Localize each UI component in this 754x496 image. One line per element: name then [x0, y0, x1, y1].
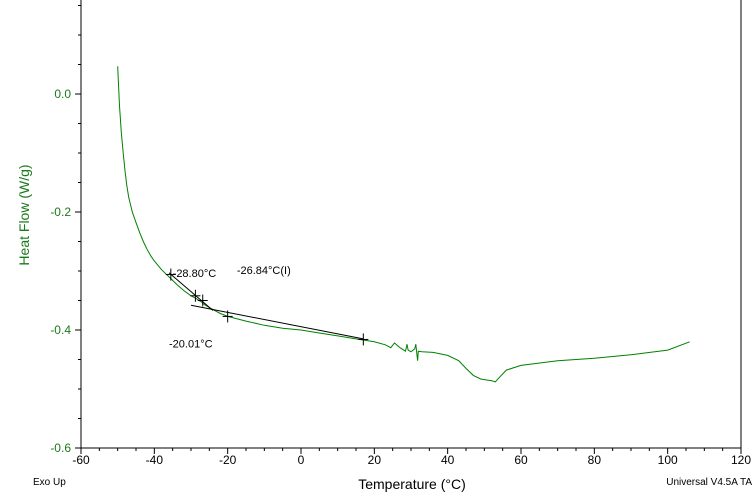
footer-left-label: Exo Up	[33, 477, 66, 488]
x-tick-label: 60	[514, 453, 528, 467]
annotations: -28.80°C -26.84°C(I) -20.01°C	[169, 265, 291, 351]
y-axis-title: Heat Flow (W/g)	[16, 164, 32, 265]
x-tick-label: 20	[368, 453, 382, 467]
x-tick-label: 0	[298, 453, 305, 467]
x-tick-label: -60	[72, 453, 90, 467]
x-tick-label: 120	[731, 453, 751, 467]
plot-area	[117, 66, 690, 383]
footer-right-label: Universal V4.5A TA	[666, 477, 752, 488]
chart-axes	[80, 0, 742, 449]
temperature-annotation: -20.01°C	[169, 339, 213, 351]
y-tick-label: 0.0	[54, 87, 71, 101]
x-axis-title: Temperature (°C)	[358, 476, 466, 492]
x-axis-ticks: -60 -40 -20 0 20 40 60 80 100 120	[72, 448, 751, 467]
y-tick-label: -0.6	[50, 441, 71, 455]
x-tick-label: -20	[219, 453, 237, 467]
baseline-tangent-line	[190, 304, 364, 340]
x-tick-label: 100	[658, 453, 678, 467]
y-tick-label: -0.4	[50, 323, 71, 337]
y-axis-ticks: 0.0 -0.2 -0.4 -0.6	[50, 5, 81, 455]
temperature-annotation: -28.80°C	[173, 268, 217, 280]
x-tick-label: -40	[146, 453, 164, 467]
temperature-annotation: -26.84°C(I)	[237, 265, 291, 277]
y-tick-label: -0.2	[50, 205, 71, 219]
x-tick-label: 40	[441, 453, 455, 467]
x-tick-label: 80	[588, 453, 602, 467]
heat-flow-curve	[117, 66, 690, 383]
baseline-tangent-line	[168, 272, 214, 311]
